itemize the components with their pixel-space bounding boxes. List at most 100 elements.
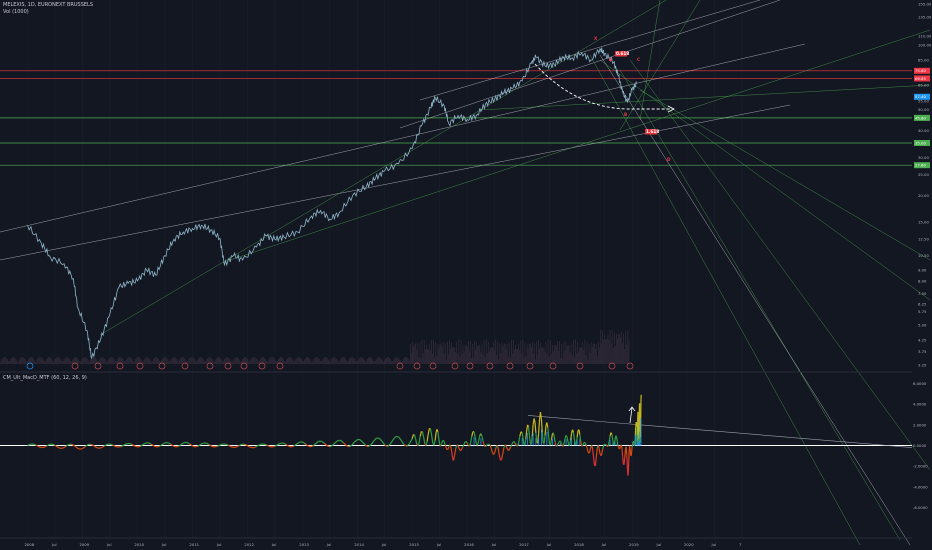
time-tick-label: 2019 bbox=[629, 542, 639, 547]
price-tick-label: 6.25 bbox=[918, 301, 927, 306]
oscillator-segment bbox=[419, 431, 422, 437]
oscillator-segment bbox=[115, 445, 119, 448]
oscillator-segment bbox=[540, 418, 543, 433]
oscillator-segment bbox=[389, 439, 394, 445]
oscillator-segment bbox=[546, 422, 549, 428]
oscillator-segment bbox=[211, 445, 215, 448]
time-tick-label: 2018 bbox=[574, 542, 584, 547]
oscillator-segment bbox=[450, 445, 453, 452]
oscillator-segment bbox=[359, 439, 364, 443]
time-tick-label: 2015 bbox=[409, 542, 419, 547]
oscillator-segment bbox=[579, 434, 582, 442]
event-marker bbox=[158, 362, 166, 370]
price-tag-box bbox=[914, 93, 930, 100]
oscillator-segment bbox=[620, 444, 623, 449]
oscillator-segment bbox=[128, 442, 133, 445]
oscillator-segment bbox=[626, 454, 629, 470]
oscillator-segment bbox=[43, 445, 47, 448]
oscillator-segment bbox=[513, 441, 516, 444]
oscillator-segment bbox=[123, 443, 127, 446]
time-tick-label: Jul bbox=[601, 542, 607, 547]
event-marker bbox=[549, 362, 557, 370]
oscillator-segment bbox=[489, 444, 492, 449]
oscillator-segment bbox=[500, 454, 504, 460]
oscillator-segment bbox=[170, 443, 174, 447]
oscillator-segment bbox=[615, 435, 617, 438]
price-axis[interactable]: 155.00135.00110.00100.0085.0075.0065.005… bbox=[918, 2, 932, 368]
oscillator-segment bbox=[192, 445, 196, 448]
oscillator-segment bbox=[112, 444, 116, 447]
oscillator-axis[interactable]: 6.0000 4.0000 2.0000 0.0000 -2.0000 -4.0000 -6… bbox=[913, 381, 928, 510]
oscillator-segment bbox=[613, 443, 615, 446]
event-marker bbox=[466, 362, 474, 370]
oscillator-segment bbox=[348, 444, 353, 448]
oscillator-segment bbox=[137, 445, 141, 448]
time-tick-label: Jul bbox=[326, 542, 332, 547]
event-marker bbox=[451, 362, 459, 370]
price-tags: 75.80 69.85 57.40 45.80 35.00 27.60 bbox=[914, 67, 930, 169]
time-tick-label: Jul bbox=[546, 542, 552, 547]
oscillator-segment bbox=[471, 431, 474, 437]
oscillator-segment bbox=[478, 435, 481, 442]
oscillator-segment bbox=[340, 440, 344, 444]
oscillator-segment bbox=[494, 448, 497, 453]
event-marker bbox=[486, 362, 494, 370]
oscillator-segment bbox=[54, 444, 59, 448]
oscillator-segment bbox=[269, 445, 273, 448]
time-tick-label: Jul bbox=[216, 542, 222, 547]
oscillator-segment bbox=[208, 443, 212, 447]
price-tag-box bbox=[914, 114, 930, 121]
event-marker bbox=[71, 362, 79, 370]
price-tick-label: 30.00 bbox=[918, 155, 929, 160]
oscillator-segment bbox=[285, 443, 289, 447]
oscillator-segment bbox=[493, 452, 496, 455]
oscillator-segment bbox=[484, 445, 486, 448]
horizontal-levels[interactable] bbox=[0, 70, 912, 166]
oscillator-segment bbox=[304, 443, 309, 447]
oscillator-segment bbox=[585, 444, 588, 449]
oscillator-segment bbox=[558, 440, 561, 443]
oscillator-segment bbox=[505, 445, 508, 450]
oscillator-segment bbox=[519, 431, 522, 437]
oscillator-segment bbox=[531, 424, 534, 437]
harmonic-pattern-labels[interactable]: X A C B D 0.618 1.618 bbox=[594, 36, 675, 162]
oscillator-segment bbox=[482, 441, 485, 446]
oscillator-segment bbox=[557, 442, 560, 445]
event-marker bbox=[413, 362, 421, 370]
oscillator-segment bbox=[27, 443, 31, 447]
oscillator-segment bbox=[486, 443, 489, 446]
oscillator-segment bbox=[413, 434, 417, 440]
price-tag-box bbox=[914, 162, 930, 169]
oscillator-segment bbox=[200, 442, 204, 446]
oscillator-segment bbox=[167, 442, 171, 445]
time-tick-label: Jul bbox=[51, 542, 57, 547]
oscillator-segment bbox=[612, 440, 615, 446]
oscillator-segment bbox=[459, 449, 462, 452]
trend-line bbox=[639, 0, 661, 121]
oscillator-segment bbox=[65, 444, 70, 447]
oscillator-segment bbox=[82, 446, 86, 450]
time-tick-label: Jul bbox=[381, 542, 387, 547]
oscillator-segment bbox=[263, 443, 267, 446]
oscillator-segment bbox=[378, 437, 383, 442]
oscillator-segment bbox=[588, 450, 591, 454]
oscillator-segment bbox=[197, 443, 201, 447]
trend-line bbox=[0, 43, 806, 233]
price-tick-label: 7.00 bbox=[918, 291, 927, 296]
oscillator-segment bbox=[548, 437, 551, 445]
oscillator-segment bbox=[582, 443, 585, 447]
oscillator-segment bbox=[619, 445, 622, 449]
oscillator-segment bbox=[440, 440, 444, 445]
oscillator-segment bbox=[608, 435, 611, 442]
price-tick-label: 4.25 bbox=[918, 337, 927, 342]
time-axis[interactable]: 2008 Jul 2009 Jul 2010 Jul 2011 Jul 2012 Jul 2013 J… bbox=[0, 537, 912, 547]
oscillator-segment bbox=[575, 437, 578, 445]
oscillator-segment bbox=[488, 443, 491, 446]
oscillator-segment bbox=[524, 438, 527, 446]
oscillator-segment bbox=[565, 434, 568, 438]
time-tick-label: 2014 bbox=[354, 542, 364, 547]
event-markers[interactable] bbox=[26, 362, 634, 370]
oscillator-segment bbox=[455, 444, 458, 449]
